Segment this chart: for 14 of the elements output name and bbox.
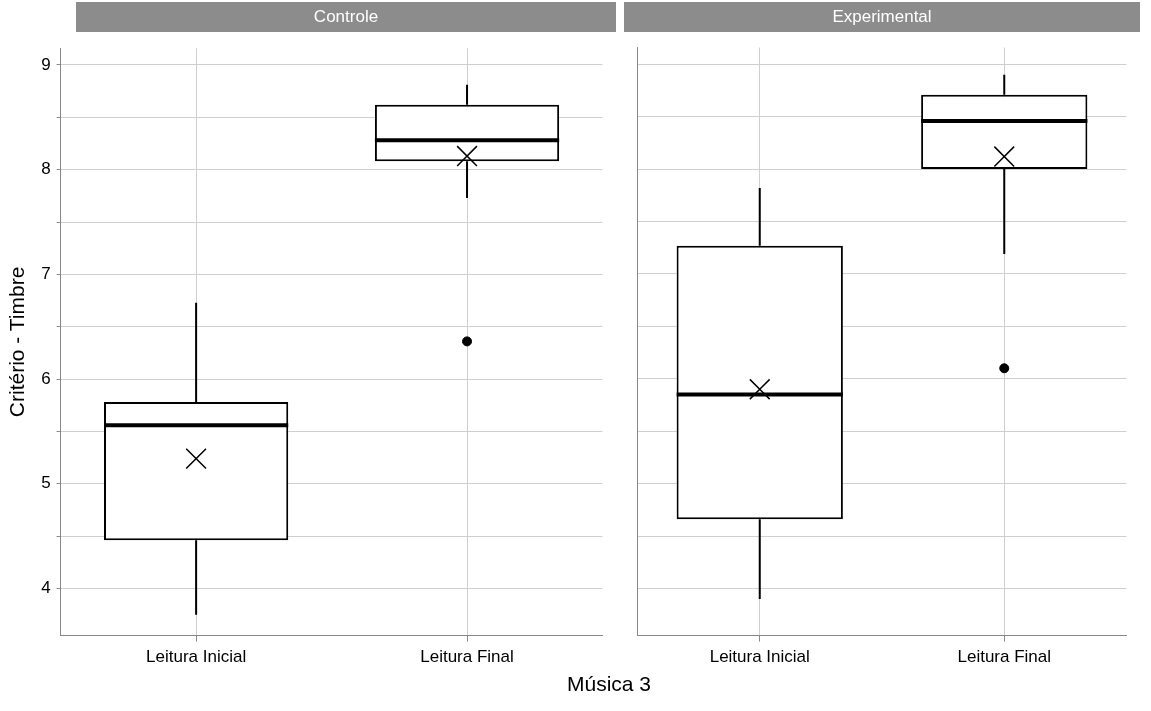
chart-title: Experimental bbox=[624, 2, 1140, 32]
y-tick-label: 9 bbox=[41, 54, 51, 74]
y-tick-label: 8 bbox=[41, 159, 51, 179]
x-tick-label: Leitura Final bbox=[957, 647, 1052, 667]
x-tick-label: Leitura Final bbox=[420, 647, 514, 667]
y-axis-title: Critério - Timbre bbox=[5, 266, 29, 418]
x-axis-title: Música 3 bbox=[566, 672, 652, 696]
y-tick-label: 5 bbox=[41, 473, 51, 493]
x-tick-label: Leitura Inicial bbox=[146, 647, 247, 667]
x-tick-label: Leitura Inicial bbox=[709, 647, 810, 667]
chart-title: Controle bbox=[76, 2, 616, 32]
y-tick-label: 4 bbox=[41, 578, 51, 598]
y-tick-label: 7 bbox=[41, 264, 51, 284]
y-tick-label: 6 bbox=[41, 368, 51, 388]
